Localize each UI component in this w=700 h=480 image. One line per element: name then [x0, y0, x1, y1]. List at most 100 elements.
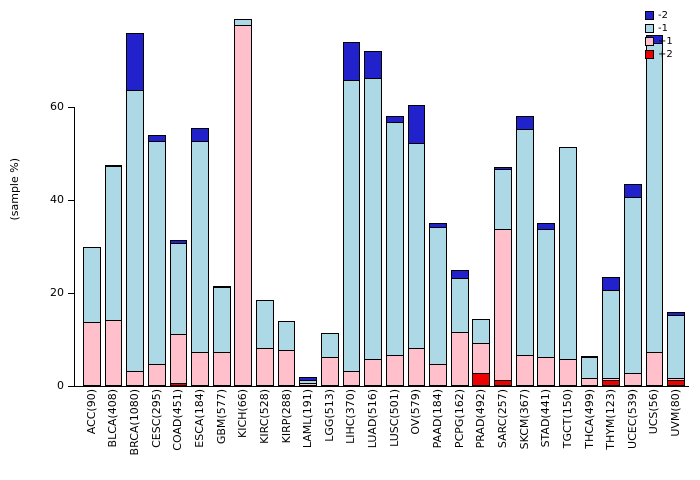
bar-segment-plus1 — [126, 372, 144, 386]
bar-slot — [254, 14, 276, 386]
bar-segment-plus1 — [472, 344, 491, 375]
bar-segment-minus2 — [494, 167, 512, 170]
legend-swatch — [645, 50, 654, 59]
y-tick-label: 20 — [50, 286, 64, 299]
bar-segment-minus2 — [169, 240, 188, 245]
x-axis-label: LUAD(516) — [366, 389, 380, 449]
x-axis-label: COAD(451) — [171, 389, 185, 451]
bar-slot — [557, 14, 579, 386]
bar-segment-minus2 — [537, 223, 556, 231]
bar-segment-plus1 — [342, 372, 361, 386]
x-axis-label: BLCA(408) — [106, 389, 120, 448]
x-label-slot: TGCT(150) — [557, 389, 579, 455]
x-axis-label: LUSC(501) — [387, 389, 401, 447]
bar-segment-minus2 — [407, 104, 426, 145]
legend-label: +2 — [658, 48, 673, 60]
x-label-slot: LUSC(501) — [384, 389, 406, 455]
bar-segment-plus1 — [277, 351, 296, 386]
bar-segment-minus2 — [429, 223, 447, 228]
x-label-slot: LUAD(516) — [362, 389, 384, 455]
stacked-bar — [385, 116, 404, 386]
bar-slot — [232, 14, 254, 386]
bar-segment-minus2 — [342, 41, 361, 82]
bar-slot — [471, 14, 493, 386]
x-axis-label: LGG(513) — [322, 389, 336, 442]
stacked-bar — [537, 223, 556, 386]
x-axis-labels: ACC(90) BLCA(408) BRCA(1080) CESC(295) COAD(… — [75, 389, 689, 455]
bar-segment-plus1 — [645, 353, 664, 386]
x-axis-label: KIRC(528) — [257, 389, 271, 444]
stacked-bar — [623, 183, 642, 386]
bar-segment-minus1 — [342, 81, 361, 373]
stacked-bar — [104, 165, 123, 386]
stacked-bar — [407, 104, 426, 386]
bar-segment-minus1 — [407, 144, 426, 349]
legend: -2 -1 +1 +2 — [645, 10, 673, 60]
bar-segment-minus1 — [212, 288, 231, 354]
bar-segment-minus1 — [299, 381, 318, 384]
legend-item: +1 — [645, 36, 673, 47]
x-label-slot: UCS(56) — [644, 389, 666, 455]
bar-segment-plus1 — [623, 374, 642, 386]
x-axis-label: THCA(499) — [582, 389, 596, 449]
bar-slot — [297, 14, 319, 386]
y-tick-label: 0 — [57, 379, 64, 392]
bar-segment-minus2 — [104, 165, 123, 168]
bar-segment-plus1 — [602, 379, 621, 382]
bar-segment-plus1 — [580, 379, 599, 386]
bar-segment-minus2 — [450, 269, 469, 280]
bar-slot — [406, 14, 428, 386]
bar-segment-minus1 — [580, 358, 599, 380]
x-label-slot: UVM(80) — [665, 389, 687, 455]
bar-slot — [362, 14, 384, 386]
bar-segment-plus1 — [450, 332, 469, 386]
stacked-bar — [321, 332, 339, 386]
legend-label: -1 — [658, 22, 668, 34]
y-axis-line — [74, 107, 75, 386]
bar-segment-minus1 — [169, 244, 188, 335]
stacked-bar — [645, 34, 664, 386]
stacked-bar — [212, 286, 231, 386]
bar-segment-minus2 — [623, 183, 642, 198]
x-axis-label: UCS(56) — [647, 389, 661, 435]
x-label-slot: PAAD(184) — [427, 389, 449, 455]
stacked-bar — [234, 18, 253, 386]
x-label-slot: ACC(90) — [81, 389, 103, 455]
bar-segment-plus1 — [364, 360, 383, 386]
x-axis-label: OV(579) — [409, 389, 423, 435]
bar-segment-minus2 — [147, 134, 166, 142]
x-axis-label: GBM(577) — [214, 389, 228, 445]
bar-segment-minus1 — [277, 320, 296, 352]
x-label-slot: PCPG(162) — [449, 389, 471, 455]
bar-segment-plus1 — [256, 348, 274, 386]
stacked-bar — [450, 269, 469, 386]
legend-item: +2 — [645, 49, 673, 60]
bar-segment-minus2 — [191, 127, 209, 142]
x-label-slot: THYM(123) — [600, 389, 622, 455]
x-label-slot: UCEC(539) — [622, 389, 644, 455]
y-tick-mark — [68, 199, 74, 201]
x-label-slot: ESCA(184) — [189, 389, 211, 455]
stacked-bar — [169, 240, 188, 386]
stacked-bar — [472, 318, 491, 386]
bar-segment-minus1 — [321, 332, 339, 359]
x-label-slot: SARC(257) — [492, 389, 514, 455]
plot-area: 0 20 40 60 — [50, 14, 689, 392]
legend-label: +1 — [658, 35, 673, 47]
bar-segment-plus1 — [234, 25, 253, 386]
bar-segment-plus1 — [407, 348, 426, 386]
bar-slot — [276, 14, 298, 386]
bar-slot — [622, 14, 644, 386]
x-axis-label: ACC(90) — [84, 389, 98, 435]
bar-slot — [600, 14, 622, 386]
stacked-bar — [147, 134, 166, 386]
bar-segment-minus1 — [429, 227, 447, 366]
bar-segment-minus2 — [126, 32, 144, 91]
bar-slot — [427, 14, 449, 386]
bar-segment-plus1 — [515, 355, 534, 386]
y-axis-label: (sample %) — [8, 158, 21, 221]
x-label-slot: CESC(295) — [146, 389, 168, 455]
x-axis-label: SKCM(367) — [517, 389, 531, 450]
x-axis-label: THYM(123) — [604, 389, 618, 450]
y-tick-mark — [68, 106, 74, 108]
